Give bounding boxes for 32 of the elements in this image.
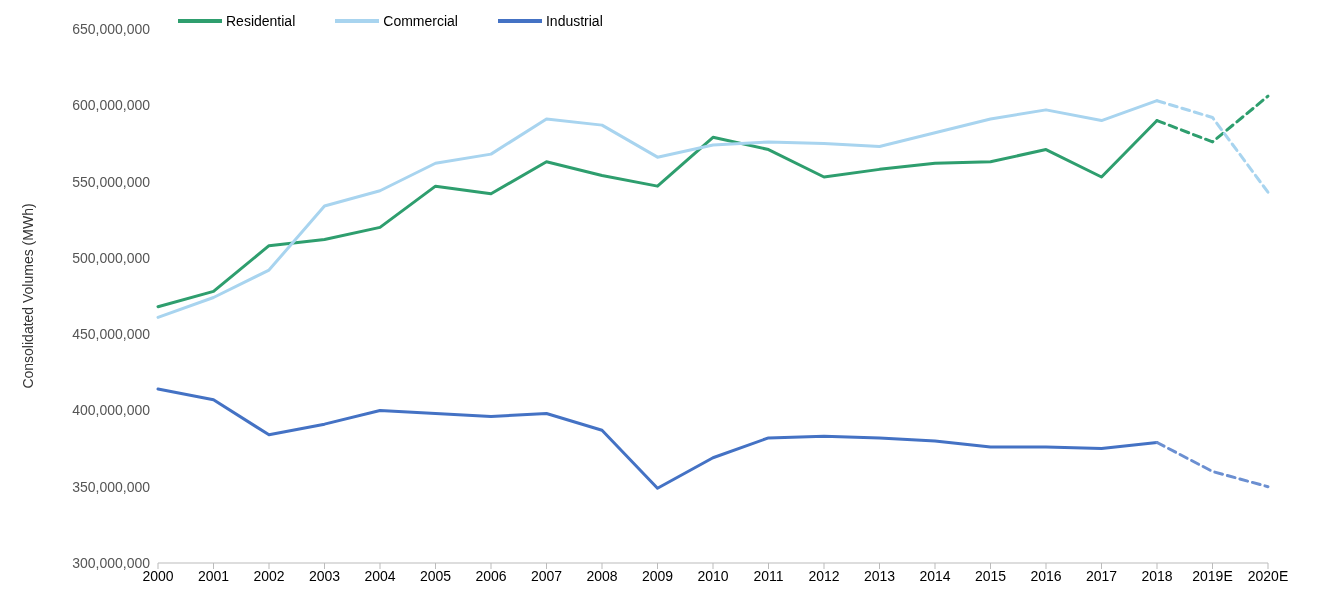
x-tick-label: 2017 [1085,567,1118,584]
x-tick-label: 2016 [1030,567,1062,584]
y-tick-label: 500,000,000 [72,249,151,266]
y-tick-label: 600,000,000 [72,97,151,114]
x-tick-label: 2011 [753,567,784,584]
x-tick-label: 2001 [197,567,230,584]
x-tick-label: 2014 [919,567,951,584]
y-tick-label: 550,000,000 [72,173,151,190]
x-tick-label: 2004 [364,567,396,584]
y-tick-label: 650,000,000 [72,20,151,37]
legend-label: Commercial [382,13,458,29]
x-tick-label: 2015 [974,567,1007,584]
y-axis-title: Consolidated Volumes (MWh) [19,203,36,389]
x-tick-label: 2006 [475,567,507,584]
y-tick-label: 450,000,000 [72,326,151,343]
x-tick-label: 2003 [308,567,341,584]
legend-label: Residential [225,13,296,29]
x-tick-label: 2018 [1141,567,1173,584]
x-tick-label: 2002 [253,567,285,584]
x-tick-label: 2012 [808,567,840,584]
x-tick-label: 2010 [697,567,729,584]
line-series [156,387,1159,490]
x-tick-label: 2009 [641,567,674,584]
x-tick-label: 2019E [1192,567,1233,584]
legend-label: Industrial [544,13,603,29]
x-tick-label: 2008 [586,567,618,584]
x-tick-label: 2020E [1247,567,1289,584]
x-tick-label: 2005 [419,567,452,584]
y-tick-label: 400,000,000 [72,402,151,419]
y-tick-label: 350,000,000 [72,478,151,495]
x-tick-label: 2007 [530,567,563,584]
x-tick-label: 2013 [863,567,896,584]
